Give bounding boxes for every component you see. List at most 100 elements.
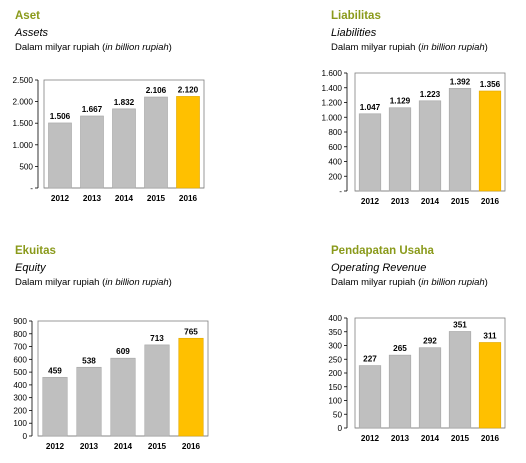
bar bbox=[76, 366, 102, 437]
y-tick-label: 300 bbox=[328, 342, 342, 351]
chart-subtitle: Operating Revenue bbox=[331, 262, 427, 274]
chart-unit-label: Dalam milyar rupiah (in billion rupiah) bbox=[15, 42, 172, 53]
x-tick-label: 2015 bbox=[147, 194, 166, 203]
y-tick-label: - bbox=[30, 184, 33, 193]
chart-svg-pendapatan-usaha: 0 50 100 150 200 250 300 350 400 227 2012 265 2013 29… bbox=[328, 314, 506, 443]
chart-svg-aset: - 500 1.000 1.500 2.000 2.500 1.506 2012 1.667 20… bbox=[13, 76, 205, 203]
y-tick-label: 200 bbox=[328, 172, 342, 181]
chart-subtitle: Liabilities bbox=[331, 27, 377, 39]
y-tick-label: 200 bbox=[328, 369, 342, 378]
data-label: 265 bbox=[393, 344, 407, 353]
x-tick-label: 2013 bbox=[80, 442, 99, 451]
x-tick-label: 2016 bbox=[481, 197, 500, 206]
data-label: 609 bbox=[116, 347, 130, 356]
y-tick-label: 400 bbox=[328, 158, 342, 167]
x-tick-label: 2014 bbox=[114, 442, 133, 451]
bar bbox=[110, 357, 136, 437]
bar bbox=[144, 96, 168, 189]
data-label: 459 bbox=[48, 366, 62, 375]
y-tick-label: 1.600 bbox=[322, 69, 343, 78]
bar bbox=[42, 377, 68, 437]
bar bbox=[388, 354, 412, 429]
data-label: 1.506 bbox=[50, 112, 71, 121]
chart-unit-label: Dalam milyar rupiah (in billion rupiah) bbox=[331, 277, 488, 288]
y-tick-label: 50 bbox=[333, 410, 343, 419]
x-tick-label: 2013 bbox=[391, 434, 410, 443]
data-label: 1.832 bbox=[114, 98, 135, 107]
data-label: 2.106 bbox=[146, 86, 167, 95]
bar bbox=[448, 88, 472, 192]
x-tick-label: 2015 bbox=[148, 442, 167, 451]
chart-title: Pendapatan Usaha bbox=[331, 245, 434, 257]
chart-subtitle: Assets bbox=[15, 27, 49, 39]
chart-svg-ekuitas: 0 100 200 300 400 500 600 700 800 900 459 2012 538 20… bbox=[13, 317, 209, 451]
y-tick-label: 600 bbox=[13, 355, 27, 364]
bar bbox=[418, 347, 442, 429]
x-tick-label: 2016 bbox=[481, 434, 500, 443]
y-tick-label: 1.500 bbox=[13, 119, 34, 128]
y-tick-label: 600 bbox=[328, 143, 342, 152]
chart-unit-label: Dalam milyar rupiah (in billion rupiah) bbox=[331, 42, 488, 53]
bar-highlight bbox=[478, 90, 502, 192]
data-label: 311 bbox=[483, 331, 497, 340]
y-tick-label: 500 bbox=[13, 368, 27, 377]
bar bbox=[448, 331, 472, 429]
x-tick-label: 2014 bbox=[421, 434, 440, 443]
data-label: 1.667 bbox=[82, 105, 103, 114]
y-tick-label: 900 bbox=[13, 317, 27, 326]
data-label: 227 bbox=[363, 355, 377, 364]
x-tick-label: 2012 bbox=[361, 197, 380, 206]
data-label: 713 bbox=[150, 334, 164, 343]
y-tick-label: 0 bbox=[337, 424, 342, 433]
x-tick-label: 2014 bbox=[115, 194, 134, 203]
y-tick-label: 300 bbox=[13, 394, 27, 403]
chart-title: Aset bbox=[15, 10, 40, 22]
y-tick-label: 700 bbox=[13, 343, 27, 352]
x-tick-label: 2012 bbox=[46, 442, 65, 451]
y-tick-label: 500 bbox=[19, 162, 33, 171]
chart-panel-aset: - 500 1.000 1.500 2.000 2.500 1.506 2012 1.667 20… bbox=[0, 0, 260, 225]
y-tick-label: 100 bbox=[328, 397, 342, 406]
chart-panel-liabilitas: - 200 400 600 800 1.000 1.200 1.400 1.600 1.047 20… bbox=[263, 0, 523, 225]
bar-highlight bbox=[176, 96, 200, 189]
y-tick-label: 250 bbox=[328, 355, 342, 364]
y-tick-label: 0 bbox=[22, 432, 27, 441]
chart-panel-ekuitas: 0 100 200 300 400 500 600 700 800 900 459 2012 538 20… bbox=[0, 235, 260, 460]
data-label: 351 bbox=[453, 320, 467, 329]
bar-highlight bbox=[478, 342, 502, 429]
data-label: 292 bbox=[423, 337, 437, 346]
data-label: 1.223 bbox=[420, 90, 441, 99]
bar bbox=[358, 365, 382, 429]
bar bbox=[80, 115, 104, 189]
chart-title: Ekuitas bbox=[15, 245, 56, 257]
y-tick-label: 400 bbox=[328, 314, 342, 323]
data-label: 1.047 bbox=[360, 103, 381, 112]
bar bbox=[112, 108, 136, 189]
y-tick-label: 400 bbox=[13, 381, 27, 390]
x-tick-label: 2016 bbox=[179, 194, 198, 203]
data-label: 1.392 bbox=[450, 77, 471, 86]
y-tick-label: 1.200 bbox=[322, 99, 343, 108]
chart-subtitle: Equity bbox=[15, 262, 46, 274]
x-tick-label: 2016 bbox=[182, 442, 201, 451]
y-tick-label: 2.000 bbox=[13, 98, 34, 107]
chart-svg-liabilitas: - 200 400 600 800 1.000 1.200 1.400 1.600 1.047 20… bbox=[322, 69, 506, 206]
bar bbox=[144, 344, 170, 437]
data-label: 538 bbox=[82, 356, 96, 365]
y-tick-label: 100 bbox=[13, 419, 27, 428]
chart-unit-label: Dalam milyar rupiah (in billion rupiah) bbox=[15, 277, 172, 288]
data-label: 2.120 bbox=[178, 85, 199, 94]
y-tick-label: 200 bbox=[13, 406, 27, 415]
data-label: 1.356 bbox=[480, 80, 501, 89]
bar-highlight bbox=[178, 337, 204, 437]
y-tick-label: 1.400 bbox=[322, 84, 343, 93]
x-tick-label: 2014 bbox=[421, 197, 440, 206]
data-label: 1.129 bbox=[390, 97, 411, 106]
bar bbox=[418, 100, 442, 192]
y-tick-label: 350 bbox=[328, 328, 342, 337]
y-tick-label: 1.000 bbox=[13, 141, 34, 150]
y-tick-label: 1.000 bbox=[322, 113, 343, 122]
x-tick-label: 2012 bbox=[361, 434, 380, 443]
x-tick-label: 2015 bbox=[451, 197, 470, 206]
x-tick-label: 2013 bbox=[83, 194, 102, 203]
